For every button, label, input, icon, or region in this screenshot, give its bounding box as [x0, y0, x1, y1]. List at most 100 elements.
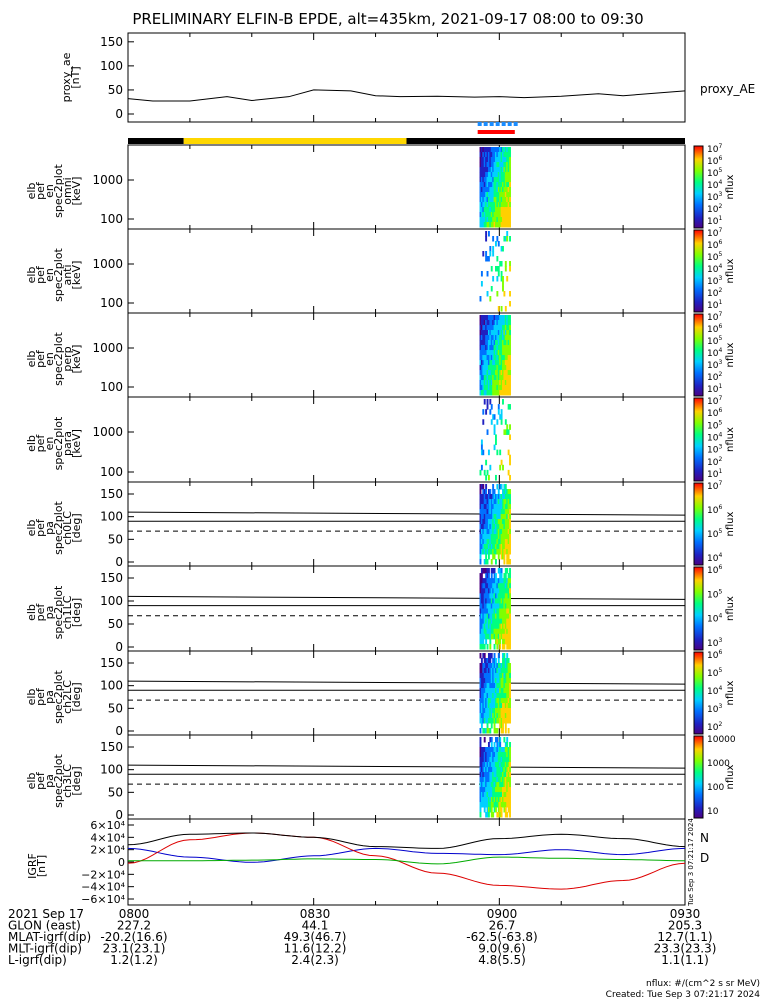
pa_spec2plot_ch3LC-heatmap-cell	[500, 787, 503, 793]
pa_spec2plot_ch1LC-heatmap-cell	[490, 628, 493, 635]
pa_spec2plot_ch2LC-heatmap-cell	[504, 688, 507, 694]
pa_spec2plot_ch1LC-heatmap-cell	[483, 578, 486, 584]
pa_spec2plot_ch2LC-heatmap-cell	[507, 658, 510, 664]
pa_spec2plot_ch0LC-heatmap-cell	[496, 504, 499, 510]
en_spec2plot_perp-heatmap-cell	[479, 390, 482, 396]
en_spec2plot_anti-cbar-tick: 105	[707, 251, 722, 263]
pa_spec2plot_ch2LC-heatmap-cell	[480, 703, 483, 709]
pa_spec2plot_ch3LC-heatmap-cell	[496, 737, 499, 743]
en_spec2plot_perp-heatmap-cell	[503, 355, 506, 361]
pa_spec2plot_ch0LC-heatmap-cell	[479, 499, 482, 505]
pa_spec2plot_ch0LC-heatmap-cell	[485, 494, 488, 500]
en_spec2plot_para-heatmap-cell	[487, 474, 490, 481]
pa_spec2plot_ch0LC-heatmap-cell	[500, 539, 503, 545]
en_spec2plot_omni-heatmap-cell	[487, 177, 490, 183]
en_spec2plot_omni-heatmap-cell	[506, 167, 509, 173]
pa_spec2plot_ch3LC-heatmap-cell	[489, 757, 492, 763]
ephemeris-value: 0900	[487, 907, 518, 921]
pa_spec2plot_ch0LC-heatmap-cell	[509, 544, 511, 550]
pa_spec2plot_ch0LC-heatmap-cell	[493, 524, 496, 530]
pa_spec2plot_ch2LC-heatmap-cell	[486, 683, 489, 689]
en_spec2plot_omni-heatmap-cell	[490, 187, 493, 193]
pa_spec2plot_ch0LC-heatmap-cell	[485, 539, 488, 545]
pa_spec2plot_ch3LC-heatmap-cell	[483, 747, 486, 753]
pa_spec2plot_ch3LC-heatmap-cell	[483, 802, 486, 808]
en_spec2plot_omni-heatmap-cell	[487, 222, 490, 228]
pa_spec2plot_ch2LC-heatmap-cell	[487, 718, 490, 724]
pa_spec2plot_ch0LC-heatmap-cell	[479, 549, 482, 555]
pa_spec2plot_ch2LC-heatmap-cell	[503, 673, 506, 679]
pa_spec2plot_ch3LC-heatmap-cell	[499, 742, 502, 748]
en_spec2plot_omni-heatmap-cell	[499, 212, 502, 218]
pa_spec2plot_ch3LC-heatmap-cell	[480, 752, 483, 758]
en_spec2plot_omni-heatmap-cell	[496, 207, 499, 213]
pa_spec2plot_ch0LC-heatmap-cell	[490, 514, 493, 520]
en_spec2plot_perp-heatmap-cell	[500, 325, 503, 331]
pa_spec2plot_ch3LC-heatmap-cell	[493, 772, 496, 778]
pa_spec2plot_ch2LC-heatmap-cell	[499, 723, 502, 729]
pa_spec2plot_ch3LC-heatmap-cell	[495, 787, 497, 793]
en_spec2plot_perp-heatmap-cell	[504, 330, 507, 336]
pa_spec2plot_ch2LC-heatmap-cell	[489, 728, 492, 734]
pa_spec2plot_ch1LC-heatmap-cell	[483, 598, 486, 604]
pa_spec2plot_ch1LC-heatmap-cell	[497, 608, 500, 615]
pa_spec2plot_ch3LC-heatmap-cell	[497, 812, 500, 818]
en_spec2plot_omni-heatmap-cell	[490, 217, 493, 223]
pa_spec2plot_ch2LC-heatmap-cell	[487, 673, 490, 679]
pa_spec2plot_ch1LC-heatmap-cell	[503, 593, 506, 599]
en_spec2plot_omni-heatmap-cell	[499, 207, 502, 213]
pa_spec2plot_ch1LC-heatmap-cell	[503, 603, 506, 609]
pa_spec2plot_ch1LC-heatmap-cell	[490, 588, 493, 594]
en_spec2plot_omni-heatmap-cell	[492, 202, 495, 208]
pa_spec2plot_ch2LC-heatmap-cell	[504, 713, 507, 719]
pa_spec2plot_ch2LC-heatmap-cell	[489, 698, 492, 704]
pa_spec2plot_ch0LC-heatmap-cell	[493, 534, 496, 540]
en_spec2plot_perp-heatmap-cell	[497, 355, 500, 361]
pa_spec2plot_ch1LC-lc-line	[127, 595, 686, 600]
pa_spec2plot_ch1LC-heatmap-cell	[479, 598, 482, 604]
pa_spec2plot_ch3LC-heatmap-cell	[480, 762, 483, 768]
pa_spec2plot_ch3LC-heatmap-cell	[497, 742, 500, 748]
en_spec2plot_perp-heatmap-cell	[482, 370, 485, 376]
en_spec2plot_omni-heatmap-cell	[504, 197, 507, 203]
en_spec2plot_omni-heatmap-cell	[480, 167, 483, 173]
pa_spec2plot_ch2LC-ylabel-line: spec2plot	[52, 670, 65, 724]
pa_spec2plot_ch2LC-heatmap-cell	[506, 663, 509, 669]
pa_spec2plot_ch1LC-heatmap-cell	[493, 588, 496, 594]
en_spec2plot_perp-heatmap-cell	[495, 340, 497, 346]
pa_spec2plot_ch0LC-heatmap-cell	[490, 544, 493, 550]
pa_spec2plot_ch2LC-heatmap-cell	[509, 698, 511, 704]
pa_spec2plot_ch0LC-heatmap-cell	[495, 494, 497, 500]
en_spec2plot_omni-heatmap-cell	[487, 217, 490, 223]
pa_spec2plot_ch1LC-heatmap-cell	[485, 618, 488, 625]
en_spec2plot_omni-heatmap-cell	[492, 182, 495, 188]
en_spec2plot_para-heatmap-cell	[500, 419, 503, 425]
en_spec2plot_perp-heatmap-cell	[502, 385, 504, 391]
pa_spec2plot_ch3LC-heatmap-cell	[492, 772, 495, 778]
pa_spec2plot_ch1LC-heatmap-cell	[480, 568, 483, 574]
en_spec2plot_anti-cbar-tick: 103	[707, 275, 722, 287]
en_spec2plot_perp-heatmap-cell	[504, 365, 507, 371]
pa_spec2plot_ch2LC-heatmap-cell	[499, 688, 502, 694]
en_spec2plot_omni-heatmap-cell	[480, 212, 483, 218]
en_spec2plot_para-heatmap-cell	[507, 404, 510, 410]
en_spec2plot_perp-heatmap-cell	[497, 315, 500, 321]
en_spec2plot_perp-heatmap-cell	[506, 375, 509, 381]
en_spec2plot_omni-heatmap-cell	[496, 162, 499, 168]
en_spec2plot_anti-heatmap-cell	[497, 266, 500, 272]
en_spec2plot_perp-heatmap-cell	[492, 370, 495, 376]
pa_spec2plot_ch3LC-heatmap-cell	[490, 812, 493, 818]
pa_spec2plot_ch1LC-heatmap-cell	[489, 638, 492, 645]
en_spec2plot_omni-heatmap-cell	[499, 202, 502, 208]
en_spec2plot_perp-heatmap-cell	[499, 340, 502, 346]
pa_spec2plot_ch1LC-heatmap-cell	[509, 613, 511, 620]
pa_spec2plot_ch1LC-heatmap-cell	[502, 623, 504, 630]
en_spec2plot_anti-ylabel-line: pef	[34, 265, 47, 284]
pa_spec2plot_ch2LC-heatmap-cell	[496, 708, 499, 714]
pa_spec2plot_ch0LC-heatmap-cell	[490, 529, 493, 535]
en_spec2plot_omni-heatmap-cell	[482, 187, 485, 193]
pa_spec2plot_ch3LC-heatmap-cell	[509, 782, 511, 788]
pa_spec2plot_ch0LC-heatmap-cell	[499, 499, 502, 505]
pa_spec2plot_ch2LC-heatmap-cell	[483, 713, 486, 719]
pa_spec2plot_ch0LC-heatmap-cell	[507, 509, 510, 515]
